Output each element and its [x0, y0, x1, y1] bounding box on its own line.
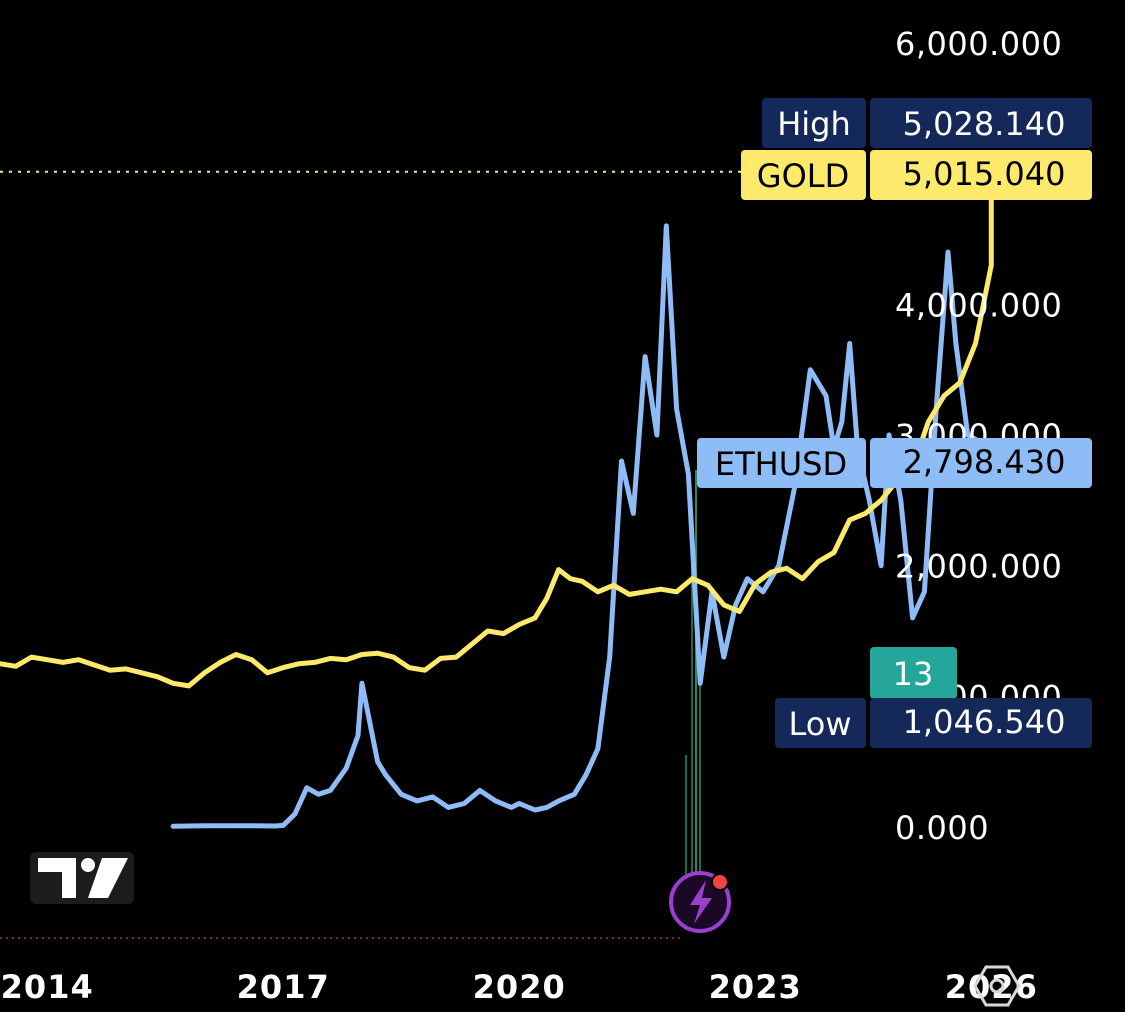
high-tag: High 5,028.140 [762, 98, 1092, 148]
y-tick-label: 0.000 [895, 809, 989, 847]
ethusd-tag-value: 2,798.430 [903, 443, 1066, 481]
gold-tag: GOLD 5,015.040 [741, 150, 1092, 200]
x-tick-label: 2017 [237, 968, 330, 1006]
high-tag-value-box [870, 98, 1092, 148]
low-tag-value-box [870, 698, 1092, 748]
low-tag-label-box [775, 698, 866, 748]
low-tag-value: 1,046.540 [903, 703, 1066, 741]
logo-t-shape [38, 858, 76, 898]
bar-countdown-badge: 13 [870, 647, 957, 699]
ethusd-tag-value-box [870, 438, 1092, 488]
y-tick-label: 6,000.000 [895, 25, 1062, 63]
tradingview-logo[interactable] [30, 852, 134, 904]
lightning-bolt-icon[interactable] [669, 871, 731, 933]
logo-v-shape [88, 858, 128, 898]
y-tick-label: 4,000.000 [895, 286, 1062, 324]
low-tag-label: Low [788, 705, 851, 743]
series-line-gold [0, 169, 994, 689]
gold-tag-label: GOLD [757, 157, 849, 195]
hexagon-settings-icon[interactable] [973, 965, 1021, 1007]
high-tag-label-box [762, 98, 866, 148]
high-tag-value: 5,028.140 [903, 105, 1066, 143]
gold-tag-value: 5,015.040 [903, 155, 1066, 193]
x-tick-label: 2020 [473, 968, 566, 1006]
ethusd-tag-label-box [697, 438, 866, 488]
countdown-box [870, 647, 957, 699]
ethusd-tag-label: ETHUSD [715, 445, 847, 483]
bolt-glyph [690, 880, 712, 924]
gold-tag-label-box [741, 150, 866, 200]
hexagon-center [989, 978, 1005, 994]
hexagon-outline [973, 965, 1021, 1007]
x-tick-label: 2014 [1, 968, 94, 1006]
series-line-ethusd [170, 223, 994, 829]
x-axis: 2014 2017 2020 2023 2026 [1, 968, 1037, 1006]
logo-dot [81, 858, 95, 872]
y-tick-label: 2,000.000 [895, 548, 1062, 586]
x-tick-label: 2023 [709, 968, 802, 1006]
high-tag-label: High [777, 105, 851, 143]
ethusd-tag: ETHUSD 2,798.430 [697, 438, 1092, 488]
notification-dot [711, 873, 729, 891]
low-tag: Low 1,046.540 [775, 698, 1092, 748]
gold-tag-value-box [870, 150, 1092, 200]
countdown-value: 13 [893, 655, 934, 693]
